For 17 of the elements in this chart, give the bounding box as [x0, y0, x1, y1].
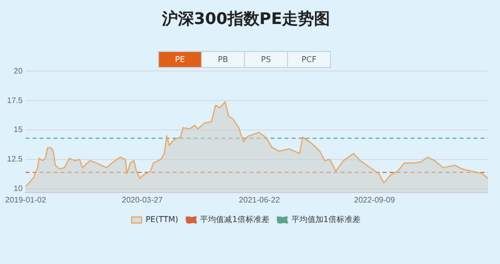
legend-label: PE(TTM)	[146, 215, 178, 224]
x-tick-label: 2021-06-22	[238, 195, 280, 204]
x-tick-label: 2020-03-27	[122, 195, 164, 204]
legend-label: 平均值加1倍标准差	[291, 215, 360, 224]
text: PS	[244, 51, 288, 68]
chart-title: 沪深300指数PE走势图	[160, 8, 330, 28]
text: PE	[158, 51, 202, 68]
y-tick-label: 12.5	[6, 154, 24, 164]
x-tick-label: 2022-09-09	[354, 195, 396, 204]
y-tick-label: 15	[14, 125, 24, 134]
y-tick-label: 10	[14, 184, 24, 194]
y-tick-label: 17.5	[6, 96, 24, 105]
x-tick-label: 2019-01-02	[5, 195, 47, 204]
y-tick-label: 20	[14, 66, 24, 76]
text: PB	[201, 51, 245, 68]
text: PCF	[287, 51, 331, 68]
legend-label: 平均值减1倍标准差	[200, 215, 270, 224]
